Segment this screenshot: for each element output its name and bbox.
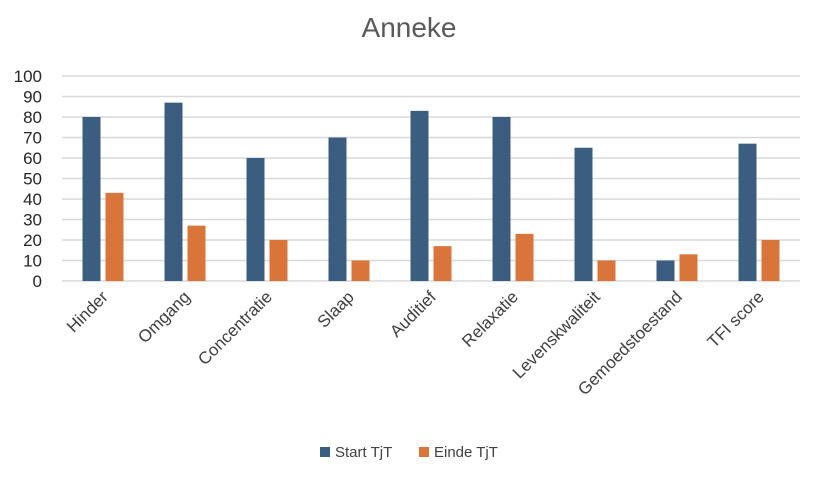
x-category-label: Relaxatie [458, 287, 522, 351]
x-category-label: Slaap [314, 287, 358, 331]
bar-einde [597, 260, 616, 281]
legend-label-einde: Einde TjT [434, 444, 498, 461]
bar-einde [269, 240, 288, 281]
bar-einde [761, 240, 780, 281]
x-category-label: Hinder [63, 287, 112, 336]
legend-swatch-start [320, 447, 330, 457]
y-tick-label: 50 [23, 170, 42, 189]
legend: Start TjT Einde TjT [320, 444, 498, 461]
x-category-label: Concentratie [194, 287, 276, 369]
y-tick-label: 20 [23, 231, 42, 250]
chart-title: Anneke [362, 12, 457, 43]
bar-einde [679, 254, 698, 281]
y-tick-label: 40 [23, 190, 42, 209]
gridlines [62, 75, 800, 282]
x-category-label: Levenskwaliteit [509, 287, 604, 382]
bar-einde [433, 246, 452, 281]
bar-start [246, 158, 265, 281]
bar-start [492, 117, 511, 281]
bar-start [410, 110, 429, 281]
x-category-label: Omgang [134, 287, 194, 347]
bar-einde [105, 192, 124, 281]
bar-start [164, 102, 183, 282]
bar-einde [515, 233, 534, 281]
x-category-label: Auditief [386, 287, 440, 341]
bar-start [574, 147, 593, 281]
bar-start [738, 143, 757, 281]
y-tick-label: 90 [23, 88, 42, 107]
bar-einde [187, 225, 206, 281]
legend-swatch-einde [419, 447, 429, 457]
bar-einde [351, 260, 370, 281]
y-tick-label: 30 [23, 211, 42, 230]
y-tick-label: 100 [14, 67, 42, 86]
bars [82, 102, 780, 282]
bar-start [82, 117, 101, 281]
y-tick-label: 60 [23, 149, 42, 168]
y-tick-label: 80 [23, 108, 42, 127]
legend-label-start: Start TjT [335, 444, 392, 461]
y-tick-label: 70 [23, 129, 42, 148]
x-axis-categories: Hinder Omgang Concentratie Slaap Auditief Rel… [63, 287, 768, 399]
y-tick-label: 0 [33, 272, 42, 291]
bar-start [656, 260, 675, 281]
bar-start [328, 137, 347, 281]
x-category-label: TFI score [704, 287, 768, 351]
y-tick-label: 10 [23, 252, 42, 271]
